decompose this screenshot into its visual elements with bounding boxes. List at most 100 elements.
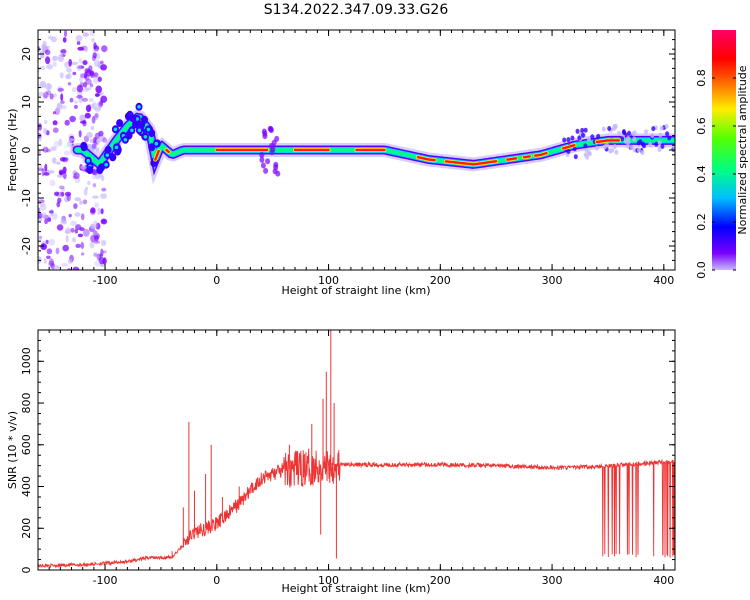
spectrogram-speckle [97,101,103,109]
ridge-blob-core [123,138,128,142]
spectrogram-speckle [78,130,82,138]
snr-panel: -100 0 100 200 300 400 0 200 400 600 800 1000 Heigh… [6,329,676,595]
spectrogram-speckle [68,58,72,67]
ridge-blob-core [146,127,151,132]
spectrogram-speckle [262,130,268,137]
spectrogram-speckle [612,144,617,150]
spectrogram-speckle [38,218,43,222]
spectrogram-speckle [68,138,75,142]
ridge-hot [506,157,518,161]
spectrogram-speckle [73,172,80,180]
spectrogram-speckle [90,125,95,131]
snr-y-label: SNR (10 * v/v) [6,411,19,489]
spectrogram-speckle [260,162,266,169]
spectrogram-speckle [625,143,630,149]
x-tick-label: 400 [653,274,674,287]
spectrogram-speckle [38,149,41,155]
spectrogram-speckle [594,145,599,151]
spectrogram-speckle [272,168,278,175]
spectrogram-speckle [55,247,60,255]
spectrogram-speckle [68,213,72,218]
spectrogram-speckle [79,76,83,83]
spectrogram-speckle [39,80,47,89]
colorbar-tick-label: 0.8 [695,69,708,87]
spectrogram-speckle [74,228,79,234]
spectrogram-speckle [52,55,58,62]
spectrogram-speckle [629,144,634,150]
snr-frame [37,329,676,571]
spectrogram-speckle [39,50,45,59]
spectrogram-speckle [67,82,72,86]
spectrogram-speckle [52,61,57,67]
spectrogram-speckle [102,137,108,143]
spectrogram-speckle [56,174,64,178]
spectrogram-speckle [59,185,65,190]
spectrogram-speckle [85,87,92,91]
spectrogram-speckle [667,135,672,141]
ridge-hot [444,159,498,166]
spectrogram-speckle [38,123,42,131]
spectrogram-speckle [40,203,47,212]
spectrogram-speckle [52,120,58,126]
spectrogram-speckle [52,157,57,164]
spectrogram-speckle [38,237,42,241]
spectrogram-speckle [65,74,70,80]
spectrogram-speckle [617,130,622,136]
spectrogram-speckle [90,70,95,79]
spectrogram-speckle [62,244,69,252]
colorbar-tick-label: 0.2 [695,213,708,231]
spectrogram-speckle [658,132,663,138]
spectrogram-speckle [64,195,70,203]
spectrogram-speckle [74,100,78,104]
y-tick-label: 200 [20,518,33,539]
x-tick-label: 300 [542,574,563,587]
spectrogram-speckle [100,208,104,215]
spectrogram-speckle [62,171,67,180]
spectrogram-speckle [44,163,48,172]
spectrogram-speckle [85,78,92,85]
spectrogram-speckle [583,152,588,158]
chart-title: S134.2022.347.09.33.G26 [264,2,449,18]
spectrogram-speckle [63,150,71,156]
spectrogram-speckle [76,84,84,93]
spectrogram-speckle [57,88,65,92]
spectrogram-speckle [60,187,66,192]
x-tick-label: 300 [542,274,563,287]
spectrogram-speckle [100,193,107,200]
spectrogram-speckle [637,147,641,153]
spectrogram-speckle [52,213,58,220]
y-tick-label: -10 [20,189,33,207]
spectrogram-speckle [46,90,52,96]
spectrogram-speckle [269,143,274,149]
ridge-blob-core [143,135,148,139]
spectrogram-speckle [274,135,280,142]
x-tick-label: 0 [213,574,220,587]
spectrogram-speckle [38,92,45,96]
spectrogram-speckle [67,258,73,264]
spectrogram-speckle [98,130,104,137]
spectrogram-speckle [53,140,60,148]
spectrogram-speckle [70,227,75,233]
spectrogram-speckle [101,187,107,192]
spectrogram-speckle [101,239,107,247]
spectrogram-speckle [42,146,49,153]
spectrogram-speckle [263,167,269,174]
spectrogram-speckle [64,119,70,126]
spectrogram-speckle [85,104,92,113]
snr-marks [38,330,675,569]
spectrogram-speckle [39,164,43,170]
y-tick-label: 10 [20,95,33,109]
spectrogram-speckle [90,234,96,243]
spectrogram-speckle [93,240,101,244]
spectrogram-speckle [75,35,83,42]
spectrogram-speckle [74,104,78,109]
spectrogram-speckle [40,243,48,250]
spectrogram-speckle [95,138,101,144]
spectrogram-speckle [632,136,637,142]
spectrogram-speckle [82,60,88,66]
spectrogram-speckle [95,147,100,154]
spectrogram-speckle [98,101,104,107]
spectrogram-speckle [46,255,51,259]
spectrogram-speckle [58,138,63,147]
spectrogram-speckle [583,127,588,133]
